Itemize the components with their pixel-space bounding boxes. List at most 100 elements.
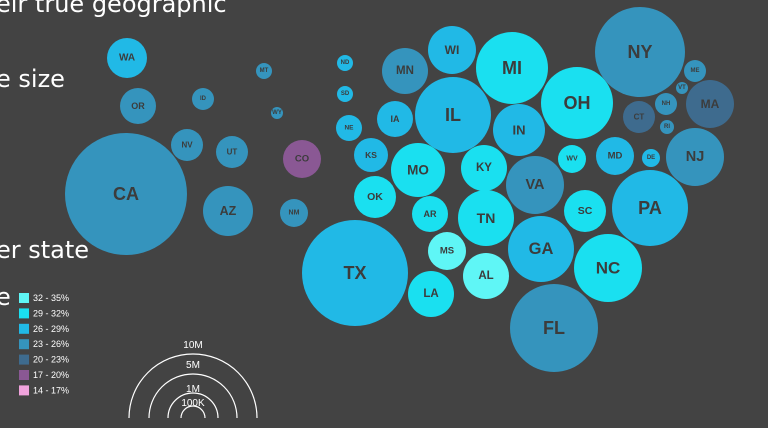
state-bubble-nh	[655, 93, 677, 115]
state-label-mo: MO	[407, 163, 429, 178]
state-label-oh: OH	[564, 93, 591, 113]
state-bubble-wi	[428, 26, 476, 74]
state-label-fl: FL	[543, 318, 565, 338]
slide-text-line-1: eir true geographic	[0, 0, 227, 18]
state-bubble-pa	[612, 170, 688, 246]
state-label-al: AL	[478, 270, 493, 282]
state-label-tx: TX	[343, 263, 366, 283]
state-label-wa: WA	[119, 53, 135, 64]
state-label-ct: CT	[634, 113, 645, 122]
state-label-id: ID	[200, 96, 207, 102]
state-bubble-la	[408, 271, 454, 317]
state-bubble-ny	[595, 7, 685, 97]
state-bubble-or	[120, 88, 156, 124]
state-label-mn: MN	[396, 65, 414, 77]
state-label-nj: NJ	[686, 149, 705, 165]
state-label-ne: NE	[344, 125, 354, 132]
state-bubble-va	[506, 156, 564, 214]
size-legend-label: 100K	[181, 398, 205, 409]
state-bubble-mo	[391, 143, 445, 197]
state-label-vt: VT	[678, 85, 686, 91]
state-label-or: OR	[131, 101, 145, 111]
state-label-ky: KY	[476, 162, 492, 174]
state-bubble-fl	[510, 284, 598, 372]
state-label-va: VA	[525, 177, 545, 193]
state-bubble-ne	[336, 115, 362, 141]
state-bubble-al	[463, 253, 509, 299]
state-bubble-ia	[377, 101, 413, 137]
state-bubble-ks	[354, 138, 388, 172]
state-bubbles: WA OR ID MT WY ND SD NE NV UT CO CA AZ NM MN WI MI IA IL IN…	[65, 7, 734, 372]
state-bubble-wa	[107, 38, 147, 78]
state-bubble-sd	[337, 86, 353, 102]
state-label-ca: CA	[113, 184, 139, 204]
color-legend: 32 - 35% 29 - 32% 26 - 29% 23 - 26% 20 - 23%…	[19, 293, 69, 396]
size-legend-arc	[167, 392, 219, 419]
state-bubble-ct	[623, 101, 655, 133]
state-bubble-ut	[216, 136, 248, 168]
state-bubble-tx	[302, 220, 408, 326]
state-bubble-az	[203, 186, 253, 236]
state-bubble-nc	[574, 234, 642, 302]
state-label-sd: SD	[341, 91, 350, 97]
size-legend-label: 5M	[186, 360, 200, 371]
state-label-de: DE	[647, 155, 655, 161]
state-label-tn: TN	[477, 210, 496, 226]
state-bubble-wv	[558, 145, 586, 173]
legend-swatch	[19, 308, 29, 319]
size-legend-arc	[148, 373, 238, 419]
state-label-wi: WI	[445, 43, 460, 57]
state-bubble-ma	[686, 80, 734, 128]
legend-label: 32 - 35%	[33, 293, 69, 303]
state-label-me: ME	[691, 68, 700, 74]
state-bubble-sc	[564, 190, 606, 232]
state-bubble-mt	[256, 63, 272, 79]
legend-swatch	[19, 293, 29, 303]
state-bubble-ar	[412, 196, 448, 232]
slide-text-line-3: er state	[0, 236, 90, 264]
state-bubble-nd	[337, 55, 353, 71]
state-label-ri: RI	[664, 124, 670, 130]
state-label-nm: NM	[289, 210, 300, 217]
state-label-il: IL	[445, 105, 461, 125]
state-label-wy: WY	[272, 110, 282, 116]
state-label-wv: WV	[566, 156, 578, 163]
state-label-md: MD	[608, 151, 623, 162]
state-bubble-de	[642, 149, 660, 167]
state-label-in: IN	[513, 123, 526, 138]
state-label-sc: SC	[578, 205, 593, 217]
state-label-mt: MT	[260, 68, 269, 74]
state-bubble-nv	[171, 129, 203, 161]
state-label-az: AZ	[220, 204, 237, 218]
state-label-ny: NY	[627, 42, 652, 62]
state-bubble-il	[415, 77, 491, 153]
state-bubble-nm	[280, 199, 308, 227]
legend-swatch	[19, 370, 29, 380]
state-bubble-vt	[676, 82, 688, 94]
legend-label: 20 - 23%	[33, 355, 69, 365]
state-label-nc: NC	[596, 259, 621, 278]
state-label-nd: ND	[341, 60, 350, 66]
slide-text-line-2: e size	[0, 65, 65, 93]
legend-label: 23 - 26%	[33, 339, 69, 349]
state-bubble-id	[192, 88, 214, 110]
state-label-ms: MS	[440, 246, 454, 257]
state-label-nh: NH	[662, 101, 671, 107]
state-label-co: CO	[295, 154, 309, 165]
state-bubble-co	[283, 140, 321, 178]
legend-swatch	[19, 385, 29, 396]
state-label-ga: GA	[529, 240, 554, 258]
state-label-pa: PA	[638, 198, 662, 218]
state-label-ia: IA	[391, 114, 401, 124]
legend-swatch	[19, 339, 29, 350]
state-label-mi: MI	[502, 58, 522, 78]
state-label-ok: OK	[367, 191, 383, 203]
state-label-ma: MA	[701, 97, 720, 111]
state-bubble-mn	[382, 48, 428, 94]
state-label-ut: UT	[227, 148, 238, 157]
state-bubble-ms	[428, 232, 466, 270]
state-bubble-oh	[541, 67, 613, 139]
legend-label: 26 - 29%	[33, 324, 69, 334]
